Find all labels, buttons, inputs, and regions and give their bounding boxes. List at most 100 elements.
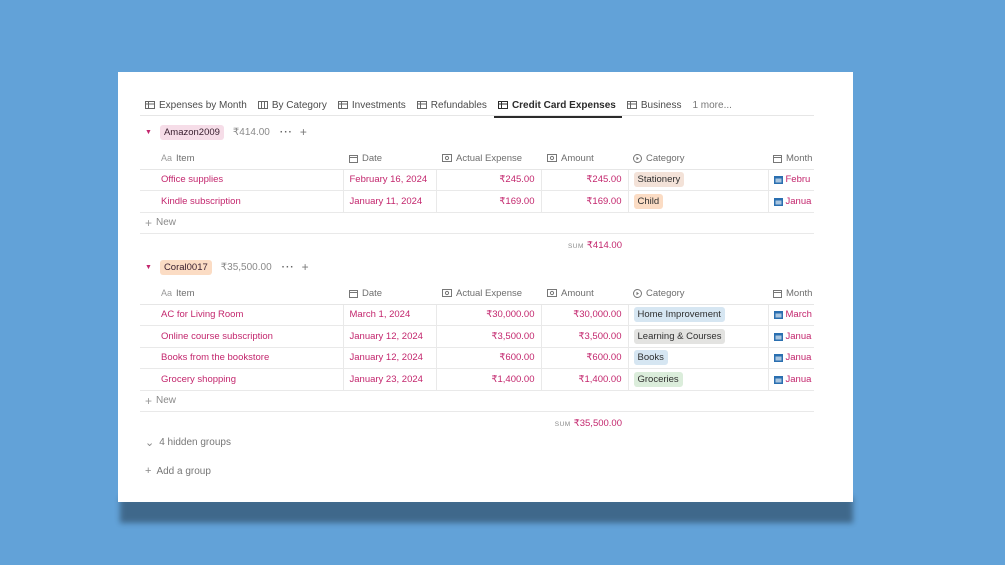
calendar-icon	[773, 332, 783, 341]
table-row[interactable]: AC for Living Room March 1, 2024 ₹30,000…	[140, 304, 814, 326]
column-header-category[interactable]: Category	[628, 283, 768, 305]
table-row[interactable]: Books from the bookstore January 12, 202…	[140, 347, 814, 369]
column-header-item[interactable]: Aa Item	[140, 283, 343, 305]
expenses-table: Aa Item Date Actual Expense Amount Catego…	[140, 283, 814, 391]
column-header-date[interactable]: Date	[343, 148, 436, 170]
column-header-actual-expense[interactable]: Actual Expense	[436, 283, 541, 305]
more-tabs-button[interactable]: 1 more...	[692, 94, 731, 116]
item-cell[interactable]: Office supplies	[140, 169, 343, 191]
item-cell[interactable]: Kindle subscription	[140, 190, 343, 213]
more-options-icon[interactable]: ···	[281, 261, 295, 273]
amount-cell[interactable]: ₹3,500.00	[540, 325, 628, 348]
category-pill: Home Improvement	[633, 307, 725, 323]
column-header-month[interactable]: Month	[768, 148, 814, 170]
collapse-caret-icon[interactable]: ▼	[145, 263, 152, 271]
amount-cell[interactable]: ₹169.00	[540, 190, 628, 213]
add-row-icon[interactable]: +	[301, 260, 309, 274]
date-cell[interactable]: January 12, 2024	[342, 325, 436, 348]
category-cell[interactable]: Home Improvement	[627, 304, 768, 326]
actual-expense-cell[interactable]: ₹1,400.00	[435, 368, 541, 391]
table-icon	[416, 101, 427, 109]
category-pill: Learning & Courses	[633, 328, 726, 344]
tab-business[interactable]: Business	[626, 94, 681, 116]
amount-cell[interactable]: ₹30,000.00	[540, 304, 628, 326]
column-header-amount[interactable]: Amount	[541, 148, 628, 170]
month-label: Febru	[785, 174, 811, 186]
category-pill: Stationery	[633, 172, 685, 188]
category-cell[interactable]: Groceries	[627, 368, 768, 391]
new-row-button[interactable]: + New	[140, 213, 814, 234]
group-amazon2009: ▼ Amazon2009 ₹414.00 ··· + Aa Item Date A…	[140, 124, 814, 256]
table-row[interactable]: Office supplies February 16, 2024 ₹245.0…	[140, 169, 814, 191]
actual-expense-cell[interactable]: ₹3,500.00	[435, 325, 541, 348]
table-row[interactable]: Grocery shopping January 23, 2024 ₹1,400…	[140, 368, 814, 391]
category-cell[interactable]: Learning & Courses	[627, 325, 768, 348]
date-cell[interactable]: January 11, 2024	[342, 190, 436, 213]
tab-investments[interactable]: Investments	[337, 94, 406, 116]
month-cell[interactable]: Janua	[767, 347, 814, 369]
column-header-date[interactable]: Date	[343, 283, 436, 305]
tab-refundables[interactable]: Refundables	[416, 94, 487, 116]
item-cell[interactable]: Books from the bookstore	[140, 347, 343, 369]
tab-expenses-by-month[interactable]: Expenses by Month	[145, 94, 247, 116]
sum-value[interactable]: SUM ₹414.00	[568, 240, 622, 251]
amount-cell[interactable]: ₹600.00	[540, 347, 628, 369]
hidden-groups-toggle[interactable]: ⌄ 4 hidden groups	[145, 436, 231, 449]
column-header-item[interactable]: Aa Item	[140, 148, 343, 170]
amount-cell[interactable]: ₹1,400.00	[540, 368, 628, 391]
column-header-actual-expense[interactable]: Actual Expense	[436, 148, 541, 170]
column-label: Amount	[561, 152, 594, 164]
item-cell[interactable]: AC for Living Room	[140, 304, 343, 326]
column-header-month[interactable]: Month	[768, 283, 814, 305]
column-label: Actual Expense	[456, 152, 523, 164]
category-cell[interactable]: Books	[627, 347, 768, 369]
sum-value[interactable]: SUM ₹35,500.00	[555, 418, 622, 429]
text-property-icon: Aa	[161, 287, 173, 298]
item-cell[interactable]: Online course subscription	[140, 325, 343, 348]
sum-row: SUM ₹35,500.00	[140, 412, 814, 434]
category-pill: Books	[633, 350, 668, 366]
column-label: Month	[786, 287, 813, 299]
date-cell[interactable]: January 12, 2024	[342, 347, 436, 369]
month-cell[interactable]: Febru	[767, 169, 814, 191]
month-cell[interactable]: Janua	[767, 325, 814, 348]
tab-label: Investments	[351, 99, 406, 111]
actual-expense-cell[interactable]: ₹245.00	[435, 169, 541, 191]
tab-credit-card-expenses[interactable]: Credit Card Expenses	[493, 94, 622, 118]
add-row-icon[interactable]: +	[299, 125, 307, 139]
tab-label: Credit Card Expenses	[511, 99, 616, 111]
chevron-down-icon: ⌄	[145, 437, 155, 449]
add-group-button[interactable]: + Add a group	[145, 465, 211, 477]
month-cell[interactable]: Janua	[767, 190, 814, 213]
group-tag[interactable]: Coral0017	[159, 259, 212, 275]
category-cell[interactable]: Child	[627, 190, 768, 213]
collapse-caret-icon[interactable]: ▼	[145, 128, 152, 136]
actual-expense-cell[interactable]: ₹169.00	[435, 190, 541, 213]
column-label: Month	[786, 152, 813, 164]
column-header-amount[interactable]: Amount	[541, 283, 628, 305]
month-cell[interactable]: Janua	[767, 368, 814, 391]
table-header-row: Aa Item Date Actual Expense Amount Catego…	[140, 283, 814, 305]
date-cell[interactable]: February 16, 2024	[342, 169, 436, 191]
actual-expense-cell[interactable]: ₹600.00	[435, 347, 541, 369]
tab-by-category[interactable]: By Category	[257, 94, 327, 116]
more-options-icon[interactable]: ···	[279, 126, 293, 138]
calendar-icon	[773, 289, 782, 298]
table-icon	[497, 101, 508, 109]
new-row-button[interactable]: + New	[140, 391, 814, 412]
amount-cell[interactable]: ₹245.00	[540, 169, 628, 191]
column-header-category[interactable]: Category	[628, 148, 768, 170]
date-cell[interactable]: January 23, 2024	[342, 368, 436, 391]
date-cell[interactable]: March 1, 2024	[342, 304, 436, 326]
group-header: ▼ Amazon2009 ₹414.00 ··· +	[140, 124, 814, 140]
group-header: ▼ Coral0017 ₹35,500.00 ··· +	[140, 259, 814, 275]
table-row[interactable]: Online course subscription January 12, 2…	[140, 325, 814, 348]
column-label: Actual Expense	[456, 287, 523, 299]
category-cell[interactable]: Stationery	[627, 169, 768, 191]
group-tag[interactable]: Amazon2009	[159, 124, 224, 140]
table-row[interactable]: Kindle subscription January 11, 2024 ₹16…	[140, 190, 814, 213]
month-cell[interactable]: March	[767, 304, 814, 326]
item-cell[interactable]: Grocery shopping	[140, 368, 343, 391]
board-icon	[257, 101, 268, 109]
actual-expense-cell[interactable]: ₹30,000.00	[435, 304, 541, 326]
